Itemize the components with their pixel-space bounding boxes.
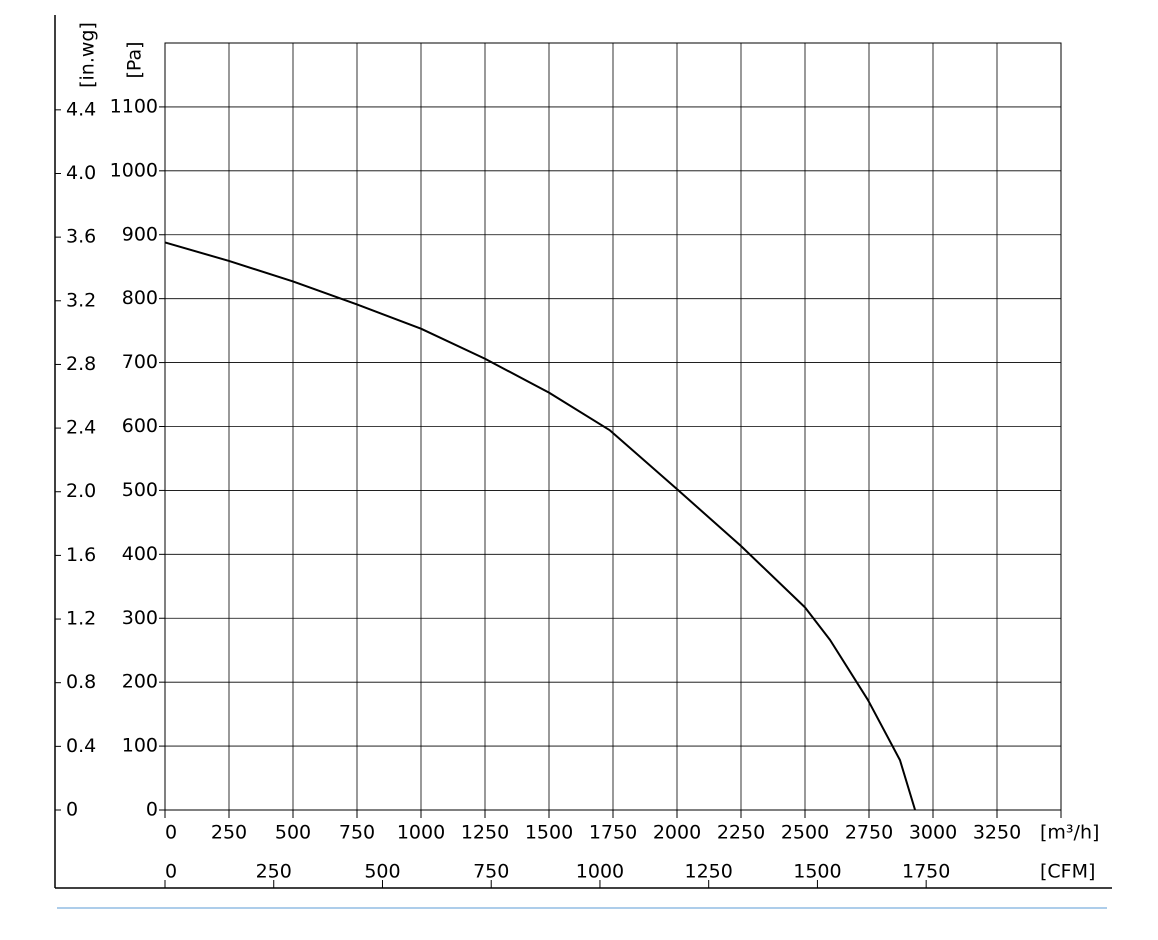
x2-tick-label: 500 bbox=[364, 861, 400, 883]
x-tick-label: 750 bbox=[339, 822, 375, 844]
y2-tick-label: 4.0 bbox=[66, 162, 96, 184]
x-tick-label: 3250 bbox=[973, 822, 1021, 844]
x-tick-label: 250 bbox=[211, 822, 247, 844]
y2-tick-label: 2.8 bbox=[66, 353, 96, 375]
x-tick-label: 0 bbox=[165, 822, 177, 844]
x2-tick-label: 1000 bbox=[576, 861, 624, 883]
y-tick-label: 900 bbox=[122, 223, 158, 245]
y-tick-label: 100 bbox=[122, 735, 158, 757]
x-tick-label: 3000 bbox=[909, 822, 957, 844]
x2-tick-label: 250 bbox=[256, 861, 292, 883]
y2-tick-label: 0.8 bbox=[66, 671, 96, 693]
y2-tick-label: 4.4 bbox=[66, 98, 96, 120]
x2-tick-label: 0 bbox=[165, 861, 177, 883]
x-tick-label: 2000 bbox=[653, 822, 701, 844]
x-tick-label: 2750 bbox=[845, 822, 893, 844]
x-tick-label: 500 bbox=[275, 822, 311, 844]
x-tick-label: 2500 bbox=[781, 822, 829, 844]
x-tick-label: 1750 bbox=[589, 822, 637, 844]
y2-tick-label: 1.6 bbox=[66, 544, 96, 566]
x-tick-label: 1250 bbox=[461, 822, 509, 844]
x-tick-label: 1500 bbox=[525, 822, 573, 844]
y-tick-label: 400 bbox=[122, 543, 158, 565]
y2-tick-label: 3.6 bbox=[66, 226, 96, 248]
y-tick-label: 700 bbox=[122, 351, 158, 373]
y-tick-label: 1000 bbox=[110, 159, 158, 181]
x2-tick-label: 1500 bbox=[793, 861, 841, 883]
y2-tick-label: 1.2 bbox=[66, 608, 96, 630]
y2-tick-label: 2.4 bbox=[66, 417, 96, 439]
y-tick-label: 800 bbox=[122, 287, 158, 309]
y-tick-label: 300 bbox=[122, 607, 158, 629]
x-tick-label: 2250 bbox=[717, 822, 765, 844]
y2-tick-label: 0 bbox=[66, 799, 78, 821]
x2-tick-label: 1750 bbox=[902, 861, 950, 883]
y-tick-label: 600 bbox=[122, 415, 158, 437]
y-tick-label: 0 bbox=[146, 799, 158, 821]
y2-tick-label: 2.0 bbox=[66, 480, 96, 502]
y-tick-label: 200 bbox=[122, 671, 158, 693]
y2-tick-label: 3.2 bbox=[66, 289, 96, 311]
y-axis-label: [Pa] bbox=[124, 41, 146, 78]
y2-tick-label: 0.4 bbox=[66, 735, 96, 757]
y-tick-label: 500 bbox=[122, 479, 158, 501]
x-axis-label: [m³/h] bbox=[1040, 822, 1099, 844]
x2-tick-label: 1250 bbox=[685, 861, 733, 883]
x2-axis-label: [CFM] bbox=[1040, 861, 1095, 883]
x-tick-label: 1000 bbox=[397, 822, 445, 844]
curve bbox=[164, 241, 917, 811]
y-tick-label: 1100 bbox=[110, 95, 158, 117]
x2-tick-label: 750 bbox=[473, 861, 509, 883]
y2-axis-label: [in.wg] bbox=[77, 22, 99, 88]
